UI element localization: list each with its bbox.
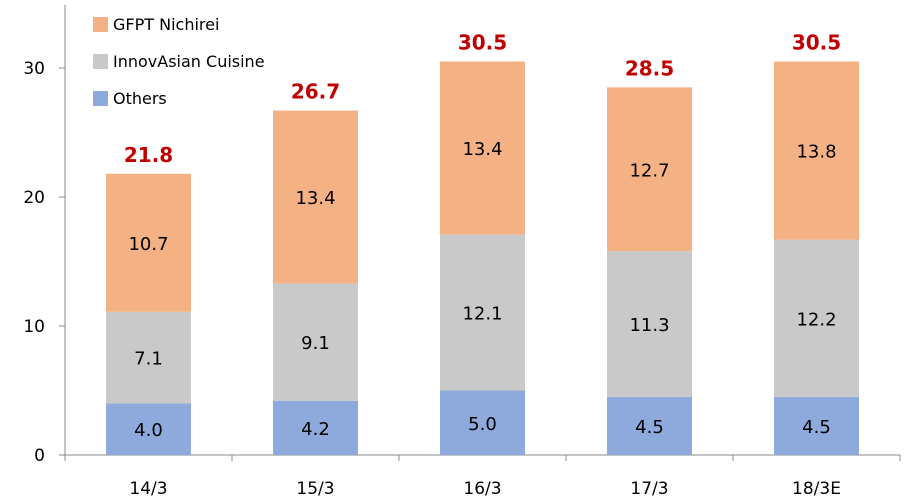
bar-segment xyxy=(106,403,191,455)
legend-label: Others xyxy=(113,89,167,108)
segment-value-label: 4.5 xyxy=(802,417,831,438)
x-tick-label: 17/3 xyxy=(630,479,668,499)
y-tick-label: 20 xyxy=(23,188,45,208)
segment-value-label: 13.4 xyxy=(295,188,335,209)
segment-value-label: 4.0 xyxy=(134,420,163,441)
y-tick-label: 10 xyxy=(23,317,45,337)
total-label: 30.5 xyxy=(792,31,841,55)
bar-segment xyxy=(607,251,692,397)
legend-swatch xyxy=(93,17,108,32)
segment-value-label: 12.1 xyxy=(462,303,502,324)
segment-value-label: 12.7 xyxy=(629,160,669,181)
segment-value-label: 5.0 xyxy=(468,414,497,435)
bar-segment xyxy=(774,396,859,455)
legend-label: GFPT Nichirei xyxy=(113,15,219,34)
legend-swatch xyxy=(93,91,108,106)
bar-segment xyxy=(440,234,525,391)
bar-segment xyxy=(106,173,191,312)
bar-segment xyxy=(106,311,191,404)
bar-segment xyxy=(607,87,692,252)
axes: 0 10 20 30 xyxy=(23,5,901,466)
legend-swatch xyxy=(93,54,108,69)
total-label: 21.8 xyxy=(124,143,173,167)
segment-value-label: 7.1 xyxy=(134,349,163,370)
x-tick-label: 15/3 xyxy=(296,479,334,499)
segment-value-label: 10.7 xyxy=(128,234,168,255)
total-label: 30.5 xyxy=(458,31,507,55)
y-tick-label: 0 xyxy=(34,446,45,466)
bar-segment xyxy=(774,61,859,240)
bar-segment xyxy=(440,390,525,455)
x-tick-label: 18/3E xyxy=(792,479,841,499)
bar-segment xyxy=(273,400,358,455)
legend-label: InnovAsian Cuisine xyxy=(113,52,265,71)
y-tick-label: 30 xyxy=(23,59,45,79)
bar-segment xyxy=(273,283,358,401)
bar-segment xyxy=(774,239,859,397)
segment-value-label: 13.8 xyxy=(796,142,836,163)
bar-segment xyxy=(440,61,525,235)
segment-value-label: 11.3 xyxy=(629,315,669,336)
segment-value-label: 12.2 xyxy=(796,309,836,330)
legend: GFPT Nichirei InnovAsian Cuisine Others xyxy=(93,15,265,108)
bar-segment xyxy=(607,396,692,455)
bars: 4.0 7.1 10.7 21.8 14/3 4.2 9.1 13.4 26.7 15/3 5.0 1… xyxy=(106,31,859,499)
segment-value-label: 9.1 xyxy=(301,333,330,354)
total-label: 26.7 xyxy=(291,80,340,104)
segment-value-label: 13.4 xyxy=(462,139,502,160)
segment-value-label: 4.5 xyxy=(635,417,664,438)
x-tick-label: 14/3 xyxy=(129,479,167,499)
x-tick-label: 16/3 xyxy=(463,479,501,499)
bar-segment xyxy=(273,110,358,284)
total-label: 28.5 xyxy=(625,56,674,80)
segment-value-label: 4.2 xyxy=(301,419,330,440)
